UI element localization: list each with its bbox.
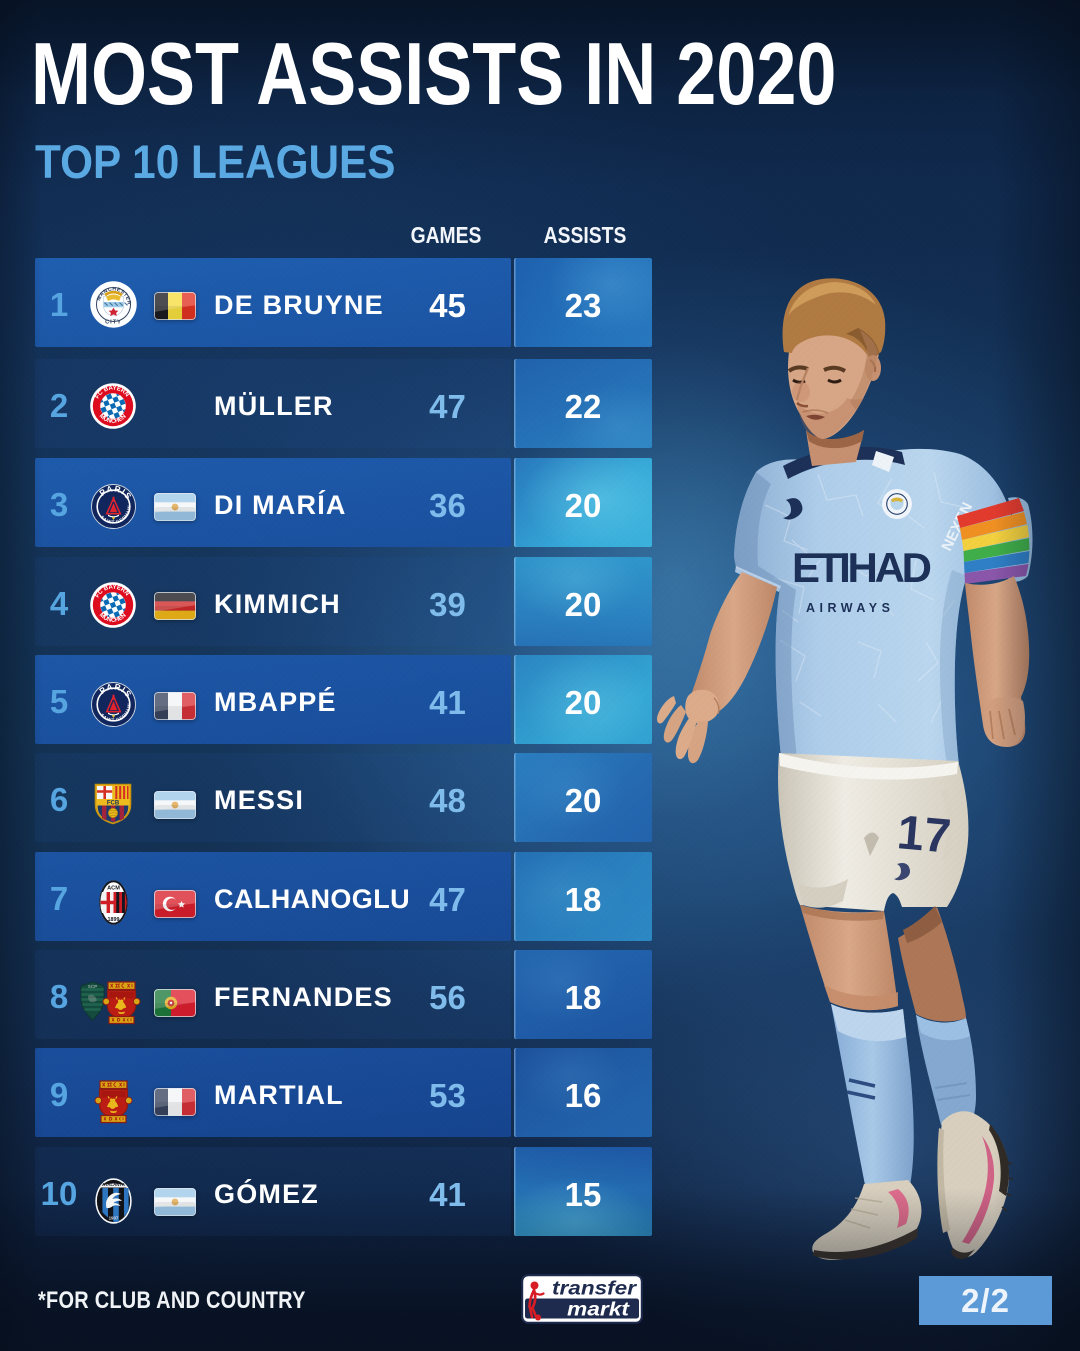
svg-text:ACM: ACM [107, 886, 120, 892]
svg-text:transfer: transfer [552, 1279, 638, 1300]
svg-text:1899: 1899 [107, 917, 119, 923]
svg-text:1907: 1907 [108, 1215, 118, 1220]
svg-text:AIRWAYS: AIRWAYS [806, 601, 894, 615]
svg-text:CITY: CITY [105, 320, 122, 326]
svg-text:ATALANTA: ATALANTA [102, 1181, 126, 1186]
svg-text:ETIHAD: ETIHAD [792, 544, 932, 591]
svg-text:17: 17 [895, 806, 953, 863]
svg-text:markt: markt [567, 1300, 630, 1321]
svg-text:SCP: SCP [88, 983, 97, 988]
